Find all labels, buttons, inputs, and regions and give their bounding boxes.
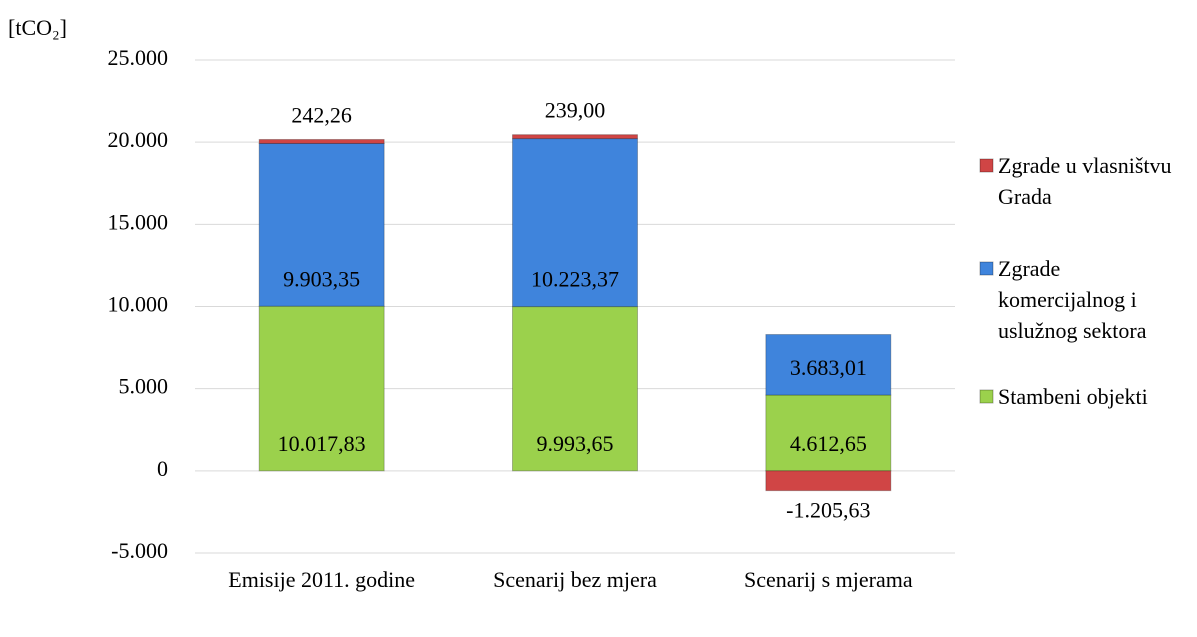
bar-segment xyxy=(765,470,892,492)
bar-segment xyxy=(765,394,892,472)
y-tick-label: 15.000 xyxy=(108,209,169,234)
y-axis-label: [tCO₂] xyxy=(8,15,67,40)
y-tick-label: 5.000 xyxy=(119,374,169,399)
data-label: 10.017,83 xyxy=(278,431,366,456)
bar-segment xyxy=(512,134,638,140)
y-tick-label: 20.000 xyxy=(108,127,169,152)
data-label: -1.205,63 xyxy=(786,498,870,523)
x-tick-label: Scenarij bez mjera xyxy=(493,567,657,592)
legend-label: Zgrade u vlasništvu Grada xyxy=(998,153,1172,209)
x-tick-label: Scenarij s mjerama xyxy=(744,567,913,592)
legend-swatch xyxy=(979,389,994,404)
data-label: 9.903,35 xyxy=(283,266,360,291)
bar-segment xyxy=(258,138,385,144)
bar-segment xyxy=(258,305,385,472)
data-label: 239,00 xyxy=(545,98,606,123)
legend-swatch xyxy=(979,261,994,276)
legend-label: Zgrade komercijalnog i uslužnog sektora xyxy=(998,256,1147,343)
x-tick-label: Emisije 2011. godine xyxy=(228,567,416,592)
y-tick-label: 25.000 xyxy=(108,45,169,70)
bar-segment xyxy=(258,142,385,307)
data-label: 4.612,65 xyxy=(790,431,867,456)
bar-segment xyxy=(512,306,638,472)
data-label: 9.993,65 xyxy=(537,431,614,456)
legend-swatch xyxy=(979,158,994,173)
data-label: 10.223,37 xyxy=(531,267,619,292)
bar-segment xyxy=(512,138,638,308)
y-tick-label: -5.000 xyxy=(111,538,168,563)
y-tick-label: 0 xyxy=(157,456,168,481)
y-tick-label: 10.000 xyxy=(108,292,169,317)
legend-label: Stambeni objekti xyxy=(998,384,1148,409)
data-label: 242,26 xyxy=(291,103,352,128)
data-label: 3.683,01 xyxy=(790,355,867,380)
bar-segment xyxy=(765,334,892,396)
